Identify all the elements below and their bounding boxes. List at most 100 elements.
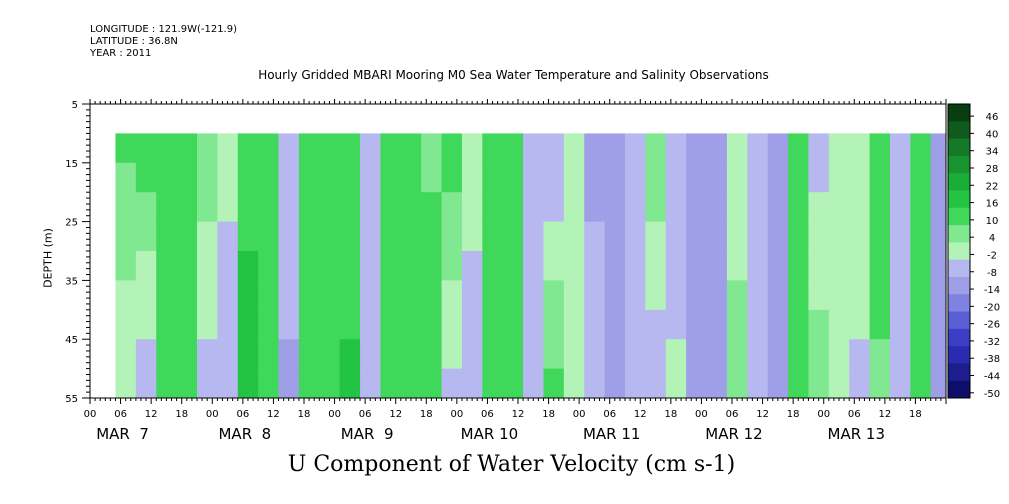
heatmap-cell	[625, 309, 646, 340]
heatmap-cell	[298, 309, 320, 340]
heatmap-cell	[930, 280, 947, 311]
heatmap-cell	[930, 133, 947, 164]
heatmap-cell	[828, 221, 850, 252]
colorbar-swatch	[948, 121, 970, 140]
heatmap-cell	[482, 368, 504, 399]
heatmap-cell	[523, 368, 544, 399]
heatmap-cell	[298, 280, 320, 311]
heatmap-cell	[237, 368, 259, 399]
heatmap-cell	[665, 339, 687, 370]
heatmap-cell	[135, 280, 157, 311]
heatmap-cell	[115, 133, 137, 164]
heatmap-cell	[319, 339, 341, 370]
x-hour-label: 12	[878, 409, 891, 420]
heatmap-cell	[604, 309, 626, 340]
heatmap-cell	[461, 368, 483, 399]
heatmap-cell	[584, 339, 606, 370]
x-day-label: MAR 8	[218, 425, 271, 443]
heatmap-cell	[380, 339, 402, 370]
heatmap-cell	[298, 133, 320, 164]
heatmap-cell	[665, 368, 687, 399]
location-info: LONGITUDE : 121.9W(-121.9) LATITUDE : 36…	[90, 24, 237, 60]
heatmap-cell	[645, 133, 667, 164]
heatmap-cell	[767, 339, 789, 370]
heatmap-cell	[258, 251, 280, 281]
heatmap-cell	[421, 221, 443, 252]
colorbar-swatch	[948, 225, 970, 243]
heatmap-cell	[788, 133, 809, 164]
heatmap-cell	[543, 133, 565, 164]
heatmap-cell	[665, 251, 687, 281]
heatmap-cell	[726, 368, 748, 399]
heatmap-cell	[278, 339, 300, 370]
heatmap-cell	[910, 280, 932, 311]
heatmap-cell	[726, 309, 748, 340]
heatmap-cell	[788, 309, 809, 340]
heatmap-cell	[258, 192, 280, 223]
heatmap-cell	[461, 339, 483, 370]
y-tick-label: 25	[65, 218, 78, 229]
heatmap-cell	[828, 280, 850, 311]
heatmap-cell	[645, 280, 667, 311]
heatmap-cell	[747, 339, 769, 370]
heatmap-cell	[421, 192, 443, 223]
heatmap-cell	[523, 221, 544, 252]
colorbar-swatch	[948, 294, 970, 313]
x-hour-label: 06	[603, 409, 616, 420]
chart-title: Hourly Gridded MBARI Mooring M0 Sea Wate…	[258, 68, 769, 82]
heatmap-cell	[482, 133, 504, 164]
x-axis: 00 06 12 18 00 06 12 18 00 06 12 18 00 06 12 18 00 06 12 18…	[84, 99, 947, 443]
heatmap-cell	[930, 339, 947, 370]
heatmap-cell	[543, 192, 565, 223]
heatmap-cell	[502, 251, 524, 281]
heatmap-cell	[197, 280, 218, 311]
heatmap-cell	[298, 221, 320, 252]
heatmap-cell	[421, 280, 443, 311]
heatmap-cell	[298, 251, 320, 281]
heatmap-cell	[135, 251, 157, 281]
heatmap-cell	[849, 368, 871, 399]
heatmap-cell	[380, 221, 402, 252]
colorbar-swatch	[948, 276, 970, 295]
heatmap-cell	[197, 192, 218, 223]
heatmap-cell	[197, 368, 218, 399]
heatmap-cell	[645, 221, 667, 252]
x-hour-label: 00	[573, 409, 586, 420]
heatmap-cell	[625, 339, 646, 370]
heatmap-cell	[502, 309, 524, 340]
heatmap-cell	[869, 192, 891, 223]
x-hour-label: 12	[512, 409, 525, 420]
heatmap-cell	[665, 309, 687, 340]
heatmap-cell	[339, 133, 361, 164]
colorbar-label: 46	[986, 112, 999, 123]
heatmap-cell	[849, 251, 871, 281]
heatmap-cell	[625, 133, 646, 164]
heatmap-cell	[889, 368, 911, 399]
heatmap-cell	[400, 162, 422, 193]
y-axis: 5 15 25 35 45 55	[65, 100, 90, 405]
heatmap-cell	[706, 251, 728, 281]
heatmap-cell	[543, 368, 565, 399]
heatmap-cell	[319, 192, 341, 223]
heatmap-cell	[339, 368, 361, 399]
y-tick-label: 35	[65, 276, 78, 287]
heatmap-cell	[461, 221, 483, 252]
heatmap-cell	[625, 221, 646, 252]
heatmap-cell	[258, 309, 280, 340]
heatmap-cell	[217, 251, 239, 281]
heatmap-cell	[400, 251, 422, 281]
heatmap-cell	[706, 280, 728, 311]
longitude-label: LONGITUDE : 121.9W(-121.9)	[90, 24, 237, 35]
heatmap-cell	[849, 162, 871, 193]
heatmap-cell	[910, 221, 932, 252]
heatmap-cell	[421, 133, 443, 164]
heatmap-cell	[237, 221, 259, 252]
heatmap-cell	[400, 221, 422, 252]
heatmap-cell	[910, 309, 932, 340]
x-hour-label: 00	[695, 409, 708, 420]
heatmap-cell	[563, 368, 585, 399]
colorbar-swatch	[948, 259, 970, 278]
heatmap-cell	[176, 251, 198, 281]
colorbar-swatch	[948, 242, 970, 261]
heatmap-cell	[625, 192, 646, 223]
